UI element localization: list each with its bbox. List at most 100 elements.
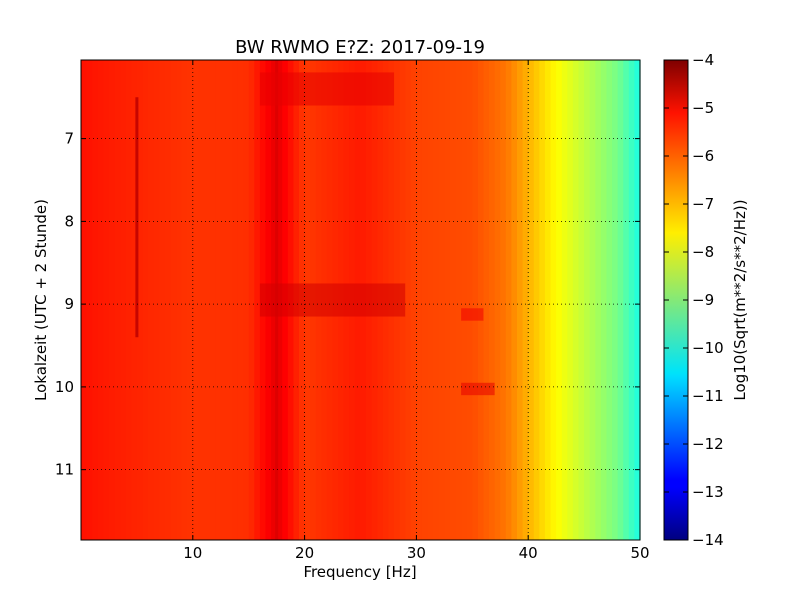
heatmap-cell [539, 60, 546, 540]
heatmap-cell [528, 60, 535, 540]
heatmap-cell [595, 60, 602, 540]
colorbar-tick-label: −10 [692, 339, 724, 357]
heatmap-cell [416, 60, 423, 540]
heatmap-cell [550, 60, 557, 540]
heatmap-cell [215, 60, 222, 540]
y-axis-ticks: 7 8 9 10 11 [55, 130, 640, 479]
spectral-patch [259, 283, 406, 317]
heatmap-cell [254, 60, 261, 540]
heatmap-cell [623, 60, 630, 540]
plot-frame [80, 59, 641, 541]
spectral-patch [461, 308, 484, 321]
x-axis-label: Frequency [Hz] [303, 563, 416, 581]
heatmap-cell [494, 60, 501, 540]
heatmap-cell [153, 60, 160, 540]
spectral-patch [259, 72, 395, 106]
colorbar-tick-label: −9 [692, 291, 714, 309]
colorbar-tick-label: −5 [692, 99, 714, 117]
heatmap-cell [164, 60, 172, 540]
x-tick-label: 30 [407, 544, 426, 562]
heatmap-cell [505, 60, 513, 540]
heatmap-cell [148, 60, 155, 540]
heatmap-cell [192, 60, 199, 540]
heatmap-cell [187, 60, 194, 540]
x-tick-label: 10 [183, 544, 202, 562]
heatmap-cell [226, 60, 233, 540]
heatmap-cell [617, 60, 624, 540]
colorbar-tick-label: −6 [692, 147, 714, 165]
y-tick-label: 7 [64, 130, 74, 148]
heatmap-cell [544, 60, 552, 540]
heatmap-cell [170, 60, 177, 540]
heatmap-cell [198, 60, 205, 540]
heatmap-cell [461, 60, 468, 540]
heatmap-cell [522, 60, 529, 540]
heatmap-cell [176, 60, 183, 540]
heatmap-cell [572, 60, 580, 540]
heatmap-cell [477, 60, 485, 540]
heatmap-cell [181, 60, 188, 540]
heatmap-cell [489, 60, 496, 540]
heatmap-cell [248, 60, 255, 540]
heatmap-cell [159, 60, 166, 540]
heatmap-cell [584, 60, 591, 540]
heatmap-cell [108, 60, 116, 540]
heatmap-cell [97, 60, 104, 540]
heatmap-cell [421, 60, 429, 540]
heatmap-cell [606, 60, 613, 540]
spectral-line [135, 97, 139, 338]
heatmap-cell [500, 60, 507, 540]
heatmap-cell [472, 60, 479, 540]
heatmap-cell [556, 60, 563, 540]
y-tick-label: 8 [64, 212, 74, 230]
heatmap-cell [103, 60, 110, 540]
heatmap-cell [92, 60, 99, 540]
heatmap-cell [567, 60, 574, 540]
spectrogram-features [135, 60, 495, 540]
heatmap-cell [455, 60, 462, 540]
heatmap-cell [449, 60, 457, 540]
heatmap-cell [578, 60, 585, 540]
heatmap-cell [86, 60, 93, 540]
heatmap-cell [444, 60, 451, 540]
heatmap-cell [628, 60, 636, 540]
colorbar-tick-label: −8 [692, 243, 714, 261]
heatmap-cell [612, 60, 619, 540]
heatmap-cell [237, 60, 244, 540]
heatmap-cell [427, 60, 434, 540]
chart-title: BW RWMO E?Z: 2017-09-19 [235, 37, 485, 58]
y-axis-label: Lokalzeit (UTC + 2 Stunde) [32, 199, 50, 401]
heatmap-cell [81, 60, 88, 540]
heatmap-cell [600, 60, 608, 540]
x-tick-label: 50 [630, 544, 649, 562]
colorbar-tick-label: −14 [692, 531, 724, 549]
heatmap-cell [203, 60, 211, 540]
heatmap-cell [589, 60, 596, 540]
heatmap-cell [433, 60, 440, 540]
x-tick-label: 20 [295, 544, 314, 562]
heatmap-cell [483, 60, 490, 540]
colorbar-tick-label: −11 [692, 387, 724, 405]
heatmap-cell [634, 60, 641, 540]
heatmap-cell [561, 60, 568, 540]
heatmap-cell [438, 60, 445, 540]
heatmap-cell [209, 60, 216, 540]
heatmap-cell [243, 60, 250, 540]
colorbar-ticks: −4 −5 −6 −7 −8 −9 −10 −11 −12 −13 −14 [664, 51, 724, 549]
grid-lines [81, 60, 640, 540]
heatmap-cell [533, 60, 540, 540]
colorbar-label: Log10(Sqrt(m**2/s**2/Hz)) [731, 199, 749, 400]
heatmap-cell [125, 60, 132, 540]
colorbar-tick-label: −13 [692, 483, 724, 501]
heatmap-cell [120, 60, 127, 540]
colorbar-tick-label: −4 [692, 51, 714, 69]
x-tick-label: 40 [519, 544, 538, 562]
heatmap-cell [511, 60, 518, 540]
heatmap-cell [231, 60, 239, 540]
heatmap-cell [142, 60, 149, 540]
heatmap-cell [131, 60, 138, 540]
heatmap-cell [114, 60, 121, 540]
y-tick-label: 11 [55, 461, 74, 479]
